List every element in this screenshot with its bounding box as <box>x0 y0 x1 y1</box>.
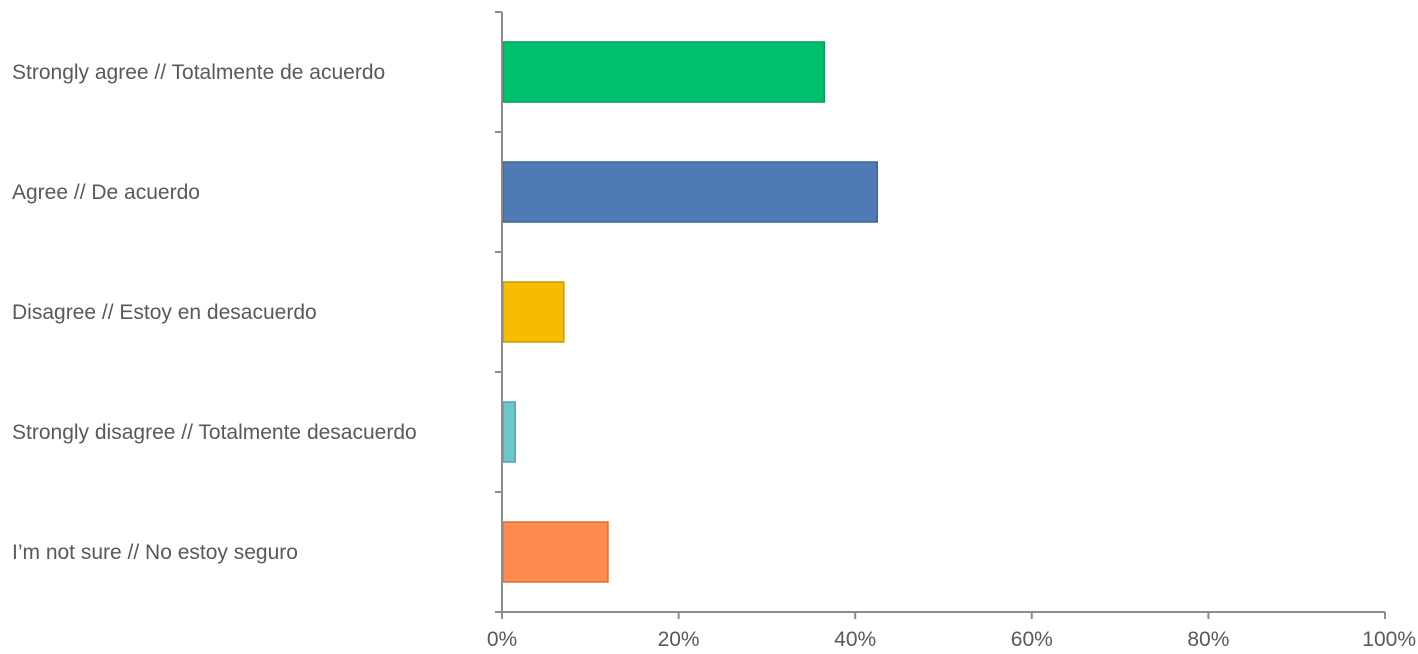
x-tick-label: 0% <box>487 628 517 651</box>
x-tick-label: 40% <box>834 628 876 651</box>
bar-2 <box>502 161 879 223</box>
bar-5 <box>502 521 609 583</box>
category-label-4: Strongly disagree // Totalmente desacuer… <box>12 421 417 444</box>
x-tick-labels: 0% 20% 40% 60% 80% 100% <box>487 628 1416 651</box>
category-labels: Strongly agree // Totalmente de acuerdo A… <box>12 61 417 564</box>
bars-group <box>502 41 879 583</box>
x-tick-label: 80% <box>1187 628 1229 651</box>
category-label-5: I’m not sure // No estoy seguro <box>12 541 298 564</box>
category-label-3: Disagree // Estoy en desacuerdo <box>12 301 317 324</box>
x-tick-label: 100% <box>1362 628 1416 651</box>
category-label-2: Agree // De acuerdo <box>12 181 200 204</box>
x-tick-label: 20% <box>658 628 700 651</box>
bar-4 <box>502 401 516 463</box>
x-tick-label: 60% <box>1011 628 1053 651</box>
bar-1 <box>502 41 826 103</box>
axes-group <box>495 11 1386 619</box>
category-label-1: Strongly agree // Totalmente de acuerdo <box>12 61 385 84</box>
bar-3 <box>502 281 565 343</box>
